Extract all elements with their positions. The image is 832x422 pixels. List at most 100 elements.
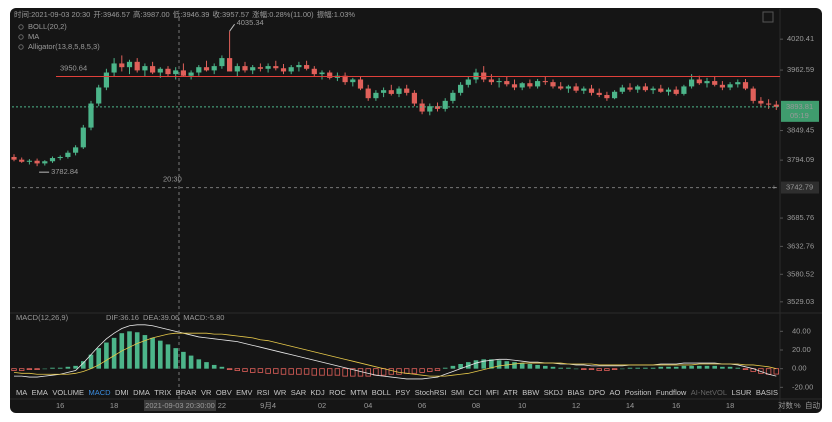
indicator-tab[interactable]: TRIX xyxy=(154,388,171,397)
macd-bar xyxy=(350,368,356,377)
indicator-tab[interactable]: MA xyxy=(16,388,27,397)
indicator-tab[interactable]: EMA xyxy=(32,388,48,397)
indicator-tab[interactable]: PSY xyxy=(395,388,410,397)
macd-bar xyxy=(604,368,610,371)
x-tick-label: 12 xyxy=(572,401,580,410)
indicator-tab[interactable]: KDJ xyxy=(311,388,325,397)
macd-bar xyxy=(42,368,48,370)
macd-bar xyxy=(142,335,148,369)
macd-bar xyxy=(473,360,479,369)
macd-bar xyxy=(543,365,548,369)
macd-bar xyxy=(673,366,679,369)
high-pointer xyxy=(229,23,236,32)
indicator-tab[interactable]: CCI xyxy=(469,388,482,397)
macd-bar xyxy=(650,367,656,369)
y-tick-label: 3794.09 xyxy=(787,155,814,164)
indicator-tab[interactable]: MFI xyxy=(486,388,499,397)
x-tick-label: 9月4 xyxy=(260,401,276,410)
candle-body xyxy=(396,88,402,94)
x-tick-label: 18 xyxy=(110,401,118,410)
indicator-tab[interactable]: BASIS xyxy=(756,388,778,397)
macd-bar xyxy=(658,366,664,369)
macd-bar xyxy=(697,365,702,369)
indicator-tab[interactable]: BBW xyxy=(522,388,540,397)
crosshair-time-box xyxy=(144,400,216,411)
indicator-tab[interactable]: DPO xyxy=(589,388,605,397)
indicator-tab[interactable]: OBV xyxy=(216,388,232,397)
indicator-tab[interactable]: DMI xyxy=(115,388,129,397)
indicator-tab[interactable]: AO xyxy=(610,388,621,397)
candle-body xyxy=(619,87,625,92)
macd-bar xyxy=(88,354,94,369)
indicator-tab[interactable]: ATR xyxy=(503,388,518,397)
indicator-tab[interactable]: DMA xyxy=(133,388,150,397)
indicator-tab[interactable]: SAR xyxy=(291,388,307,397)
indicator-tab[interactable]: VOLUME xyxy=(52,388,84,397)
legend-item: DEA:39.06 xyxy=(143,313,179,322)
indicator-tab[interactable]: Position xyxy=(625,388,652,397)
indicator-tab[interactable]: AI-NetVOL xyxy=(691,388,727,397)
indicator-tab[interactable]: EMV xyxy=(236,388,252,397)
info-item: 涨幅:0.28%(11.00) xyxy=(252,9,314,19)
candle-body xyxy=(288,67,294,72)
candle-body xyxy=(203,67,210,71)
indicator-tab[interactable]: BIAS xyxy=(567,388,584,397)
indicator-tab[interactable]: WR xyxy=(274,388,287,397)
crosshair-price-label: 3742.79 xyxy=(786,183,813,192)
indicator-tab[interactable]: RSI xyxy=(257,388,270,397)
indicator-tab[interactable]: BRAR xyxy=(176,388,197,397)
indicator-tab[interactable]: MACD xyxy=(88,388,111,397)
indicator-tab[interactable]: MTM xyxy=(350,388,367,397)
indicator-tab[interactable]: SMI xyxy=(451,388,464,397)
macd-bar xyxy=(150,337,155,369)
maximize-button[interactable] xyxy=(762,11,774,23)
indicator-tab[interactable]: SKDJ xyxy=(544,388,563,397)
candle-body xyxy=(242,66,248,71)
macd-bar xyxy=(434,368,441,371)
x-tick-label: 08 xyxy=(472,401,480,410)
candle-body xyxy=(165,68,171,75)
scale-button[interactable]: % xyxy=(794,401,801,410)
indicator-tab[interactable]: ROC xyxy=(329,388,346,397)
macd-bar xyxy=(527,364,533,369)
macd-bar xyxy=(234,368,240,371)
candle-body xyxy=(26,160,32,162)
macd-bar xyxy=(57,367,63,369)
macd-bar xyxy=(158,340,163,369)
macd-bar xyxy=(627,367,633,369)
indicator-tab[interactable]: StochRSI xyxy=(415,388,447,397)
macd-bar xyxy=(735,367,741,369)
macd-bar xyxy=(173,348,178,369)
macd-bar xyxy=(257,368,264,373)
indicator-tab[interactable]: LSUR xyxy=(731,388,752,397)
crosshair-add-button[interactable]: + xyxy=(772,183,777,192)
scale-button[interactable]: 对数 xyxy=(778,400,793,410)
candle-body xyxy=(411,92,417,104)
info-item: 开:3946.57 xyxy=(93,10,130,19)
candle-body xyxy=(319,72,325,75)
info-item: 收:3957.57 xyxy=(212,9,249,19)
candle-body xyxy=(34,160,40,164)
scale-button[interactable]: 自动 xyxy=(805,400,820,410)
legend-item: MACD:-5.80 xyxy=(183,313,224,322)
candle-body xyxy=(173,70,179,75)
indicator-tab[interactable]: VR xyxy=(201,388,212,397)
x-tick-label: 02 xyxy=(318,401,326,410)
macd-bar xyxy=(458,364,463,369)
macd-bar xyxy=(165,344,171,369)
info-item: 高:3987.00 xyxy=(133,9,170,19)
last-price-box xyxy=(781,100,819,122)
candle-body xyxy=(257,67,263,69)
y-tick-label: -20.00 xyxy=(792,382,813,391)
x-tick-label: 16 xyxy=(672,401,680,410)
candle-body xyxy=(442,100,448,109)
y-tick-label: 3529.03 xyxy=(787,297,814,306)
candle-body xyxy=(342,75,348,83)
legend-item: DIF:36.16 xyxy=(106,313,139,322)
indicator-tab[interactable]: BOLL xyxy=(372,388,391,397)
indicator-tab[interactable]: Fundflow xyxy=(656,388,687,397)
candle-body xyxy=(180,70,186,76)
candle-body xyxy=(73,147,79,153)
macd-bar xyxy=(265,368,271,374)
